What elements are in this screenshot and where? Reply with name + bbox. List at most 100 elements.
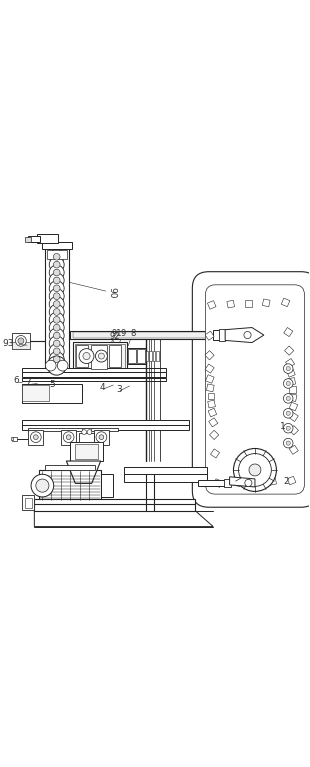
Bar <box>205 331 214 341</box>
Circle shape <box>33 435 38 439</box>
Bar <box>289 386 296 393</box>
Bar <box>219 329 225 341</box>
Bar <box>289 393 297 401</box>
Circle shape <box>79 349 94 364</box>
Bar <box>206 384 214 392</box>
Bar <box>137 349 145 363</box>
Circle shape <box>63 432 74 443</box>
Circle shape <box>53 277 60 284</box>
Bar <box>286 359 294 367</box>
Bar <box>45 248 69 373</box>
Bar <box>289 413 298 421</box>
Circle shape <box>53 285 60 291</box>
Bar <box>281 298 290 307</box>
Circle shape <box>286 397 290 400</box>
Circle shape <box>53 317 60 323</box>
Bar <box>12 436 17 441</box>
Bar <box>12 342 30 349</box>
Bar <box>34 499 195 505</box>
Bar <box>29 428 118 431</box>
Bar <box>149 351 152 361</box>
Bar <box>224 479 231 487</box>
Circle shape <box>99 353 104 359</box>
Bar <box>287 369 295 377</box>
Bar <box>42 242 72 249</box>
Text: 2: 2 <box>283 476 289 486</box>
Circle shape <box>249 464 261 476</box>
Bar <box>22 425 189 430</box>
Bar <box>101 475 113 497</box>
Bar <box>205 351 214 360</box>
Bar <box>205 364 214 373</box>
Bar <box>73 342 127 370</box>
Bar <box>70 442 103 461</box>
Bar <box>288 377 296 385</box>
Text: 1: 1 <box>280 422 286 431</box>
Bar <box>73 332 231 338</box>
Circle shape <box>49 312 64 328</box>
Bar <box>209 418 218 427</box>
Bar <box>25 498 32 508</box>
Circle shape <box>49 288 64 304</box>
Circle shape <box>49 265 64 280</box>
Bar <box>245 300 252 307</box>
Circle shape <box>30 432 41 443</box>
Bar <box>289 402 298 411</box>
Circle shape <box>95 350 107 362</box>
Polygon shape <box>230 477 255 487</box>
Circle shape <box>286 426 290 430</box>
Bar <box>269 478 277 486</box>
Bar <box>210 430 219 439</box>
Bar <box>208 408 217 416</box>
Bar <box>227 300 235 308</box>
Circle shape <box>53 262 60 268</box>
Circle shape <box>45 360 56 371</box>
Bar <box>145 351 148 361</box>
Circle shape <box>83 353 90 360</box>
Text: 3: 3 <box>116 385 122 393</box>
Text: 91: 91 <box>111 329 122 337</box>
Text: 7: 7 <box>25 378 31 387</box>
Circle shape <box>283 393 293 403</box>
FancyBboxPatch shape <box>206 285 304 494</box>
Bar <box>22 385 49 401</box>
Text: 90: 90 <box>107 287 116 298</box>
Bar <box>208 400 215 408</box>
Circle shape <box>53 301 60 308</box>
Circle shape <box>49 321 64 335</box>
Circle shape <box>66 435 71 439</box>
Circle shape <box>53 269 60 276</box>
Circle shape <box>239 453 271 486</box>
Circle shape <box>49 352 64 367</box>
Bar <box>22 420 189 425</box>
Text: 6: 6 <box>13 376 19 385</box>
Bar <box>128 349 136 363</box>
Circle shape <box>53 348 60 354</box>
Circle shape <box>49 304 64 319</box>
Bar <box>75 444 99 459</box>
Polygon shape <box>225 328 264 343</box>
Circle shape <box>283 439 293 448</box>
Circle shape <box>18 338 24 344</box>
Circle shape <box>286 411 290 416</box>
Bar <box>70 331 234 339</box>
Bar <box>29 430 43 445</box>
Bar <box>206 375 214 384</box>
Text: 9: 9 <box>121 329 126 337</box>
Circle shape <box>283 379 293 388</box>
Circle shape <box>16 335 26 346</box>
Circle shape <box>99 435 104 439</box>
Text: 4: 4 <box>100 383 105 392</box>
Bar <box>75 344 125 367</box>
Bar <box>22 378 166 381</box>
Text: 92: 92 <box>110 332 120 341</box>
Bar <box>22 384 82 403</box>
Bar <box>285 346 294 355</box>
Circle shape <box>286 441 290 445</box>
Bar <box>156 351 159 361</box>
Bar <box>252 479 258 486</box>
Bar <box>76 344 88 367</box>
Circle shape <box>96 432 107 443</box>
Circle shape <box>82 430 86 434</box>
Bar <box>213 330 225 341</box>
